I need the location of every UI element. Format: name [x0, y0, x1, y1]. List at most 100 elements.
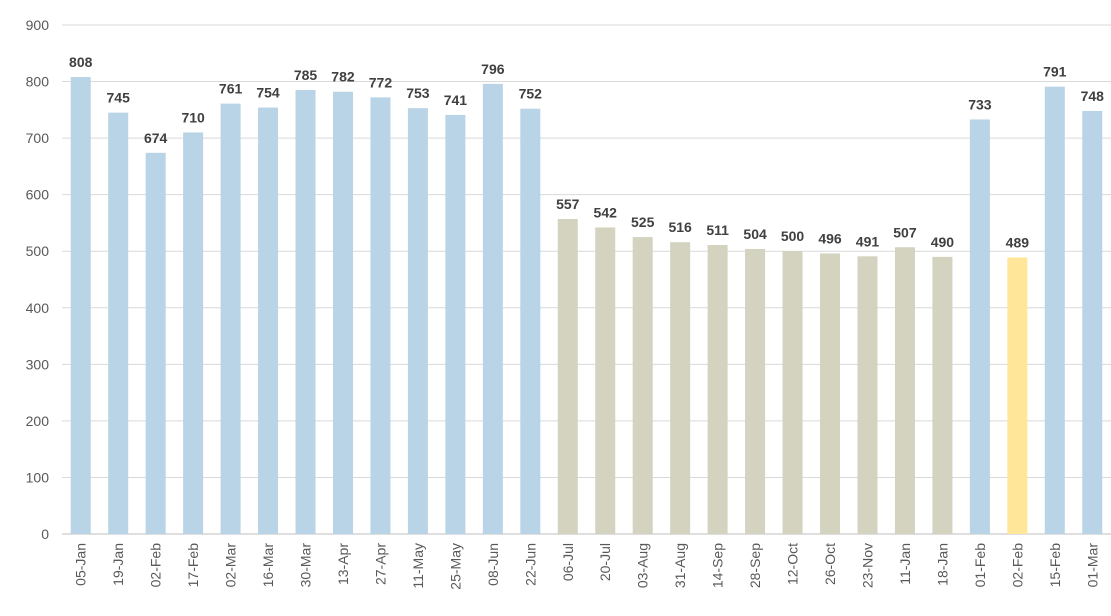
bar	[370, 97, 391, 534]
bar	[445, 114, 466, 534]
y-tick-label: 600	[26, 187, 50, 203]
x-tick-label: 02-Feb	[148, 543, 164, 588]
x-tick-label: 30-Mar	[298, 543, 314, 588]
data-label: 516	[668, 219, 692, 235]
bar	[857, 256, 878, 534]
x-tick-label: 25-May	[447, 543, 463, 590]
x-tick-label: 23-Nov	[859, 543, 875, 588]
data-label: 733	[968, 96, 992, 112]
data-label: 674	[144, 130, 168, 146]
y-tick-label: 500	[26, 243, 50, 259]
bar	[407, 108, 428, 535]
bar	[1044, 86, 1065, 534]
x-tick-label: 26-Oct	[822, 543, 838, 585]
data-label: 542	[594, 204, 618, 220]
y-tick-label: 100	[26, 469, 50, 485]
x-tick-label: 11-May	[410, 543, 426, 589]
data-label: 753	[406, 85, 430, 101]
gridlines	[62, 24, 1111, 535]
x-tick-label: 01-Feb	[972, 543, 988, 588]
bar	[332, 91, 353, 534]
bar	[745, 248, 766, 534]
bar	[969, 119, 990, 534]
bar	[520, 108, 541, 535]
data-label: 785	[294, 67, 318, 83]
bar	[220, 103, 241, 535]
data-label: 489	[1006, 234, 1030, 250]
bar	[670, 242, 691, 534]
y-tick-label: 800	[26, 74, 50, 90]
bar	[108, 112, 129, 535]
x-tick-label: 27-Apr	[372, 543, 388, 585]
data-label: 772	[369, 74, 393, 90]
bar	[595, 227, 616, 535]
data-label: 710	[181, 109, 205, 125]
x-tick-label: 11-Jan	[897, 543, 913, 585]
x-tick-label: 20-Jul	[597, 543, 613, 581]
y-tick-label: 400	[26, 300, 50, 316]
x-tick-label: 03-Aug	[635, 543, 651, 588]
x-tick-label: 06-Jul	[560, 543, 576, 581]
data-label: 491	[856, 233, 880, 249]
x-tick-label: 05-Jan	[73, 543, 89, 586]
y-tick-label: 200	[26, 413, 50, 429]
x-tick-label: 13-Apr	[335, 543, 351, 585]
bar	[894, 247, 915, 534]
data-label: 752	[519, 86, 543, 102]
bar	[820, 253, 841, 535]
bar	[1007, 257, 1028, 534]
y-tick-label: 900	[26, 17, 50, 33]
bar	[1082, 110, 1103, 534]
x-tick-label: 15-Feb	[1047, 543, 1063, 588]
data-label: 748	[1081, 88, 1105, 104]
bar	[482, 83, 503, 534]
bar	[707, 245, 728, 535]
x-tick-label: 02-Feb	[1009, 543, 1025, 588]
x-tick-label: 02-Mar	[223, 543, 239, 588]
bar	[932, 256, 953, 534]
x-tick-label: 19-Jan	[110, 543, 126, 586]
data-label: 490	[931, 234, 955, 250]
data-label: 500	[781, 228, 805, 244]
bar	[295, 90, 316, 535]
x-tick-label: 01-Mar	[1084, 543, 1100, 588]
y-axis-ticks: 0 100 200 300 400 500 600 700 800 900	[26, 17, 50, 542]
x-tick-label: 17-Feb	[185, 543, 201, 588]
data-label: 761	[219, 81, 243, 97]
data-label: 507	[893, 224, 917, 240]
x-tick-label: 22-Jun	[522, 543, 538, 586]
x-tick-label: 31-Aug	[672, 543, 688, 588]
x-tick-label: 18-Jan	[934, 543, 950, 586]
bars	[70, 77, 1103, 535]
bar	[183, 132, 204, 534]
data-label: 782	[331, 69, 355, 85]
data-label: 796	[481, 61, 505, 77]
x-tick-label: 14-Sep	[710, 543, 726, 588]
data-label: 557	[556, 196, 580, 212]
x-tick-label: 28-Sep	[747, 543, 763, 588]
data-label: 504	[743, 226, 767, 242]
bar	[258, 107, 279, 535]
bar	[632, 237, 653, 535]
bar	[70, 77, 91, 534]
data-labels: 808 745 674 710 761 754 785 782 772 753 741 796 752 5…	[69, 54, 1104, 250]
bar	[145, 152, 166, 534]
bar	[782, 251, 803, 534]
x-tick-label: 08-Jun	[485, 543, 501, 586]
data-label: 511	[706, 222, 729, 238]
x-tick-label: 16-Mar	[260, 543, 276, 588]
y-tick-label: 300	[26, 356, 50, 372]
bar	[557, 218, 578, 535]
data-label: 808	[69, 54, 93, 70]
y-tick-label: 0	[41, 526, 49, 542]
data-label: 496	[818, 230, 842, 246]
y-tick-label: 700	[26, 130, 50, 146]
data-label: 525	[631, 214, 655, 230]
data-label: 791	[1043, 64, 1067, 80]
data-label: 754	[256, 85, 280, 101]
data-label: 741	[444, 92, 468, 108]
data-label: 745	[107, 90, 131, 106]
x-axis-ticks: 05-Jan 19-Jan 02-Feb 17-Feb 02-Mar 16-Mar 30-M…	[73, 543, 1101, 590]
